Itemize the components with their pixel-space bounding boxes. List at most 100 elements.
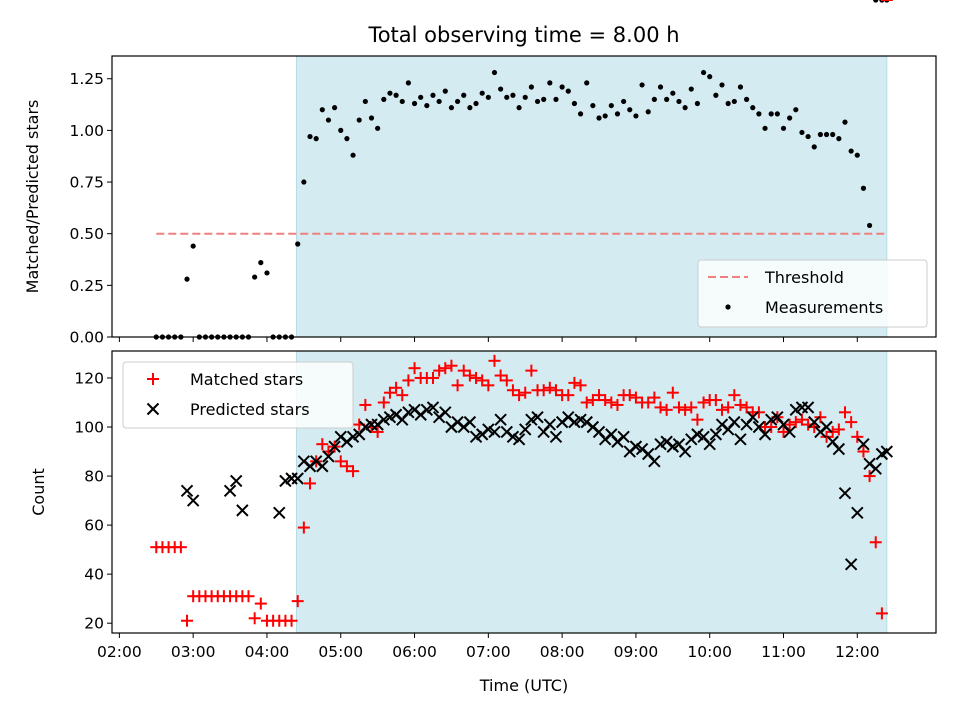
measurement-point (737, 84, 744, 90)
predicted-star-point-b (186, 494, 200, 507)
measurement-point (325, 117, 332, 123)
matched-star-point (433, 364, 446, 377)
legend-measurements-label: Measurements (765, 298, 883, 317)
predicted-star-point-b (672, 437, 686, 451)
matched-star-point (371, 425, 384, 438)
matched-star-point (500, 374, 513, 387)
measurement-point (780, 125, 787, 131)
measurement-point (774, 111, 780, 117)
matched-star-point (457, 364, 470, 377)
predicted-star-point-b (808, 415, 821, 429)
matched-star-point (875, 607, 888, 620)
predicted-star-point-b (512, 433, 526, 446)
matched-star-point (562, 389, 575, 402)
legend-predicted-swatch (146, 402, 160, 416)
predicted-star-point-b (771, 411, 784, 424)
predicted-star-point-b (777, 418, 790, 431)
predicted-star-point-b (605, 428, 618, 441)
measurement-point (830, 131, 836, 138)
predicted-star-point-b (851, 506, 864, 520)
measurement-point (571, 100, 578, 107)
measurement-point (842, 119, 848, 125)
measurement-point (424, 102, 430, 109)
matched-star-point (304, 477, 317, 490)
ratio-y-tick-label: 0.50 (69, 225, 104, 243)
predicted-star-point-b (592, 425, 606, 439)
matched-star-point (519, 386, 532, 399)
measurement-point (319, 107, 325, 113)
ratio-y-axis-label: Matched/Predicted stars (23, 100, 42, 294)
predicted-star-point-b (273, 506, 286, 520)
count-y-ticks: 20 40 60 80 100 120 (74, 369, 112, 633)
legend-matched-swatch (147, 373, 159, 385)
predicted-star-point (783, 425, 796, 439)
predicted-star-point-b (328, 440, 341, 453)
matched-star-point (580, 396, 593, 409)
predicted-star-point-b (629, 440, 643, 453)
legend-measurements-swatch (725, 304, 731, 310)
measurement-point (817, 131, 823, 138)
measurement-point (707, 74, 713, 80)
measurement-point (405, 80, 411, 86)
ratio-panel: 0.00 0.25 0.50 0.75 1.00 1.25 Total observing… (23, 0, 937, 347)
measurement-point (664, 96, 670, 102)
time-x-tick-label: 08:00 (540, 643, 585, 661)
measurement-point (645, 109, 651, 115)
predicted-star-point (857, 437, 870, 451)
predicted-star-point-b (574, 413, 587, 426)
measurement-point (719, 82, 725, 88)
predicted-star-point-b (463, 415, 477, 429)
matched-star-point (297, 521, 310, 534)
measurement-point (362, 98, 368, 105)
predicted-star-point (322, 450, 335, 463)
predicted-star-point (291, 472, 304, 485)
predicted-star-point-b (728, 415, 741, 429)
predicted-star-point (186, 494, 200, 507)
measurement-point (713, 92, 719, 98)
matched-star-point (716, 403, 729, 416)
predicted-star-point-b (697, 430, 710, 444)
time-x-tick-label: 05:00 (318, 643, 363, 661)
measurement-point (264, 270, 270, 276)
predicted-star-point (758, 428, 772, 441)
measurement-point (461, 92, 467, 98)
matched-star-point (605, 396, 618, 409)
matched-star-point (697, 396, 710, 409)
matched-star-point (445, 359, 458, 372)
measurement-point (731, 98, 737, 105)
predicted-star-point (678, 445, 692, 458)
predicted-star-point (832, 442, 846, 456)
measurement-point (639, 82, 645, 88)
measurement-point (682, 105, 688, 111)
matched-star-point (832, 423, 845, 436)
measurement-point (860, 185, 867, 191)
matched-star-point (359, 398, 372, 411)
predicted-star-point (180, 484, 194, 497)
predicted-star-point-b (678, 445, 692, 458)
measurement-point (547, 80, 553, 86)
measurement-point (577, 111, 584, 117)
matched-star-point (574, 379, 587, 392)
matched-star-point (679, 403, 692, 416)
matched-star-point (402, 374, 415, 387)
predicted-star-point (223, 484, 237, 497)
time-x-tick-label: 06:00 (392, 643, 437, 661)
matched-star-point (642, 396, 655, 409)
matched-star-point (470, 371, 483, 384)
matched-star-point (660, 403, 673, 416)
measurement-point (528, 84, 534, 90)
matched-star-point (851, 430, 864, 443)
matched-star-point (765, 421, 778, 434)
matched-star-point (494, 369, 507, 382)
count-y-tick-label: 100 (74, 419, 104, 437)
predicted-star-point (728, 415, 741, 429)
measurement-point (823, 131, 830, 138)
predicted-star-point-b (334, 430, 347, 444)
measurement-point (504, 94, 510, 100)
measurement-point (184, 276, 190, 282)
predicted-star-point-b (562, 411, 575, 424)
predicted-star-point (512, 433, 526, 446)
matched-star-point (525, 364, 538, 377)
predicted-star-point-b (309, 455, 323, 468)
measurement-point (602, 113, 608, 119)
